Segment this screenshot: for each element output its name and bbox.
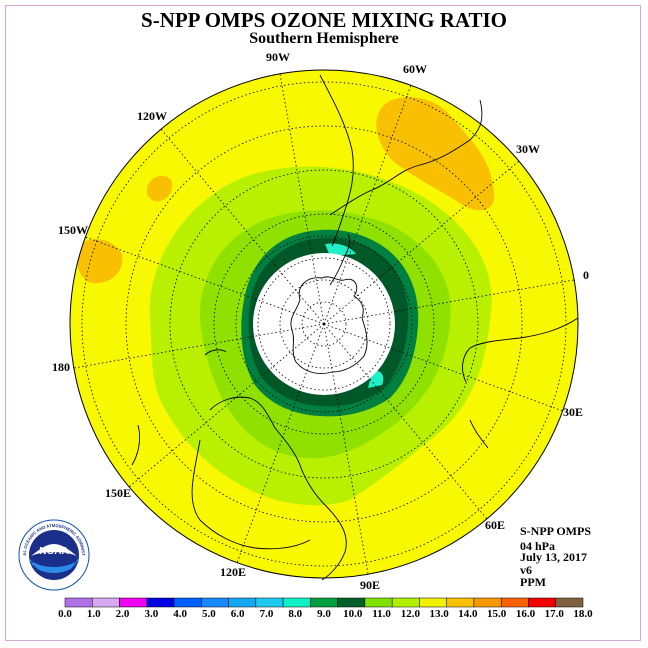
colorbar-label: 17.0 [544,608,564,620]
colorbar-swatch [228,597,257,608]
antarctic-peninsula [329,233,351,286]
lon-label-60e: 60E [485,518,506,532]
madagascar [469,419,489,449]
colorbar-swatch [119,597,148,608]
colorbar-label: 7.0 [259,608,274,620]
colorbar-label: 8.0 [288,608,303,620]
colorbar-label: 2.0 [115,608,130,620]
lon-label-180: 180 [52,360,70,374]
colorbar-swatch [419,597,447,608]
colorbar-swatch [473,597,502,608]
colorbar-swatch [528,597,556,608]
colorbar-label: 15.0 [487,608,507,620]
map-subtitle: Southern Hemisphere [249,30,399,47]
colorbar-swatch [391,597,420,608]
colorbar-swatch [201,597,229,608]
colorbar-label: 14.0 [458,608,478,620]
colorbar-swatch [255,597,284,608]
info-version: v6 [520,563,532,577]
lon-label-30w: 30W [516,142,540,156]
coastlines [131,74,579,581]
colorbar [64,597,584,608]
colorbar-swatch [364,597,393,608]
south-america-east-coast [329,99,483,216]
colorbar-swatch [337,597,366,608]
info-instrument: S-NPP OMPS [520,524,591,538]
lon-label-150w: 150W [58,223,88,237]
lon-label-120e: 120E [220,565,247,579]
info-level: 04 hPa [520,539,556,553]
lon-label-120w: 120W [137,109,167,123]
colorbar-swatch [92,597,120,608]
lon-label-0: 0 [583,268,589,282]
map-title: S-NPP OMPS OZONE MIXING RATIO [141,8,507,32]
colorbar-label: 3.0 [144,608,159,620]
colorbar-swatch [282,597,311,608]
colorbar-label: 0.0 [58,608,72,620]
colorbar-swatch [173,597,202,608]
colorbar-swatch [64,597,93,608]
colorbar-swatch [446,597,475,608]
island-west [131,424,141,466]
colorbar-label: 18.0 [573,608,593,620]
noaa-logo: NOAA NATIONAL OCEANIC AND ATMOSPHERIC AD… [17,518,90,591]
colorbar-label: 1.0 [86,608,101,620]
colorbar-swatch [500,597,529,608]
africa-coast [462,317,579,383]
new-zealand [204,349,227,356]
ozone-field [70,70,578,578]
colorbar-swatch [310,597,338,608]
colorbar-label: 6.0 [230,608,245,620]
orange-patch-150w [77,239,123,284]
lon-label-90w: 90W [266,50,290,64]
colorbar-swatch [555,597,584,608]
australia-coast [209,396,347,581]
colorbar-label: 11.0 [372,608,391,620]
lon-label-90e: 90E [360,578,381,592]
noaa-logo-text: NOAA [39,546,68,557]
orange-patch-120w [146,175,173,202]
colorbar-label: 10.0 [343,608,363,620]
australia-south-coast [191,439,311,550]
info-units: PPM [520,575,546,589]
colorbar-label: 12.0 [400,608,420,620]
graticule [73,73,575,575]
colorbar-label: 9.0 [317,608,331,620]
colorbar-swatch [146,597,175,608]
orange-patch-60w [376,97,495,211]
colorbar-label: 5.0 [202,608,216,620]
lon-label-60w: 60W [403,62,427,76]
figure-frame [5,5,641,641]
south-america-west-coast [319,74,354,247]
colorbar-label: 4.0 [173,608,187,620]
lon-label-30e: 30E [563,405,584,419]
cyan-fringe-north [325,243,356,256]
lon-label-150e: 150E [105,486,132,500]
info-date: July 13, 2017 [520,550,588,564]
map-boundary [69,69,579,579]
colorbar-label: 13.0 [429,608,449,620]
colorbar-label: 16.0 [515,608,536,620]
